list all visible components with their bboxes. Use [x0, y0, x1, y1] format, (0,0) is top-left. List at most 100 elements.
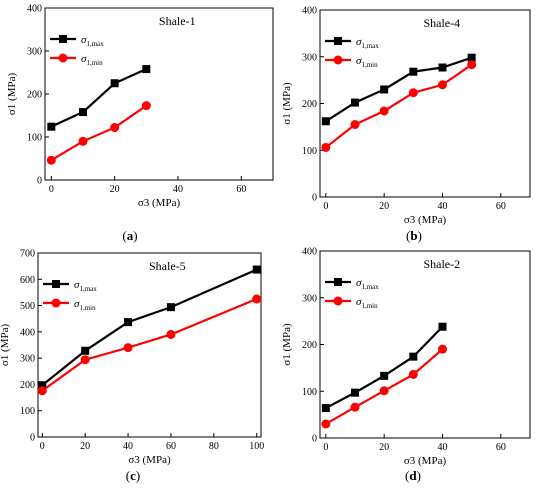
data-point-max [380, 85, 389, 94]
x-axis-label: σ3 (MPa) [128, 454, 171, 466]
x-axis-label: σ3 (MPa) [138, 197, 181, 209]
legend-marker-min [58, 53, 68, 63]
data-point-min [438, 80, 447, 90]
panel-letter: (d) [405, 468, 421, 483]
y-axis-label: σ1 (MPa) [6, 73, 18, 116]
legend-label-min: σ1,min [81, 53, 103, 67]
y-tick-label: 300 [27, 47, 42, 58]
x-tick-label: 100 [249, 441, 264, 452]
legend-label-min: σ1,min [74, 298, 96, 312]
y-tick-label: 200 [302, 99, 317, 110]
legend-marker-max [334, 37, 342, 45]
data-point-max [142, 65, 151, 74]
x-tick-label: 60 [496, 201, 506, 212]
series-line-min [325, 63, 473, 149]
series-line-max [325, 56, 473, 123]
panel-title: Shale-2 [423, 257, 460, 271]
x-axis-label: σ3 (MPa) [404, 214, 447, 226]
data-point-min [37, 386, 47, 396]
data-point-max [38, 381, 47, 390]
series-line-min [41, 297, 258, 392]
data-point-min [467, 60, 477, 70]
data-point-min [408, 88, 418, 98]
panel-letter: (c) [126, 468, 140, 483]
data-point-min [321, 142, 331, 152]
y-tick-label: 100 [27, 133, 42, 144]
legend-label-max: σ1,max [356, 36, 379, 50]
legend-marker-min [333, 55, 343, 65]
y-tick-label: 700 [20, 249, 35, 260]
y-tick-label: 200 [27, 90, 42, 101]
legend-label-max: σ1,max [356, 277, 379, 291]
legend-marker-min [333, 296, 343, 306]
data-point-min [252, 294, 262, 304]
y-tick-label: 200 [20, 380, 35, 391]
data-point-min [46, 155, 56, 165]
data-point-min [80, 355, 90, 365]
chart-panel-4: 0 20 40 60 0 100 200 300 400 σ3 (MPa) σ1 (MPa) Shal… [281, 247, 531, 467]
series-line-max [50, 68, 147, 128]
y-tick-label: 100 [302, 387, 317, 398]
legend-marker-max [334, 278, 342, 286]
data-point-max [438, 322, 447, 331]
x-tick-label: 20 [379, 442, 389, 453]
y-tick-label: 300 [302, 52, 317, 63]
y-tick-label: 400 [302, 6, 317, 17]
x-tick-label: 60 [166, 441, 176, 452]
data-point-min [408, 369, 418, 379]
y-tick-label: 0 [312, 434, 317, 445]
data-point-min [438, 344, 447, 354]
x-tick-label: 80 [209, 441, 219, 452]
data-point-min [166, 329, 176, 339]
x-tick-label: 40 [123, 441, 133, 452]
data-point-max [351, 388, 359, 397]
x-tick-label: 20 [80, 441, 90, 452]
x-tick-label: 0 [49, 184, 54, 195]
data-point-max [467, 53, 476, 62]
y-tick-label: 200 [302, 340, 317, 351]
x-tick-label: 60 [496, 442, 506, 453]
legend-marker-max [52, 280, 60, 288]
data-point-max [438, 63, 447, 72]
data-point-max [81, 346, 90, 355]
y-axis-label: σ1 (MPa) [281, 82, 293, 125]
data-point-max [252, 265, 261, 274]
y-tick-label: 0 [37, 176, 42, 187]
panel-title: Shale-4 [423, 16, 460, 30]
data-point-max [321, 117, 330, 126]
y-tick-label: 600 [20, 275, 35, 286]
data-point-min [379, 106, 389, 116]
y-tick-label: 0 [312, 193, 317, 204]
panel-letter: (b) [406, 228, 422, 243]
y-tick-label: 300 [20, 354, 35, 365]
data-point-max [47, 122, 56, 131]
y-tick-label: 400 [302, 247, 317, 258]
y-tick-label: 100 [20, 406, 35, 417]
y-tick-label: 500 [20, 301, 35, 312]
series-line-max [325, 325, 444, 410]
data-point-min [141, 101, 151, 111]
y-tick-label: 100 [302, 146, 317, 157]
data-point-max [321, 404, 330, 413]
x-tick-label: 60 [236, 184, 246, 195]
data-point-min [379, 386, 389, 396]
data-point-min [78, 136, 88, 146]
x-tick-label: 20 [110, 184, 120, 195]
x-tick-label: 0 [40, 441, 45, 452]
legend-marker-min [51, 298, 61, 308]
y-tick-label: 400 [27, 4, 42, 15]
legend-label-max: σ1,max [74, 279, 97, 293]
data-point-max [380, 371, 389, 380]
panel-title: Shale-1 [159, 14, 196, 28]
chart-panel-1: 0 20 40 60 0 100 200 300 400 σ3 (MPa) σ1 (MPa) Shal… [6, 4, 274, 209]
x-tick-label: 0 [323, 201, 328, 212]
panel-letter: (a) [122, 228, 137, 243]
data-point-max [409, 67, 418, 76]
data-point-max [110, 79, 119, 88]
data-point-max [351, 98, 359, 107]
legend-label-min: σ1,min [356, 296, 378, 310]
panel-title: Shale-5 [149, 259, 186, 273]
chart-panel-2: 0 20 40 60 0 100 200 300 400 σ3 (MPa) σ1 (MPa) Shal… [281, 6, 531, 226]
plot-frame [37, 252, 262, 438]
